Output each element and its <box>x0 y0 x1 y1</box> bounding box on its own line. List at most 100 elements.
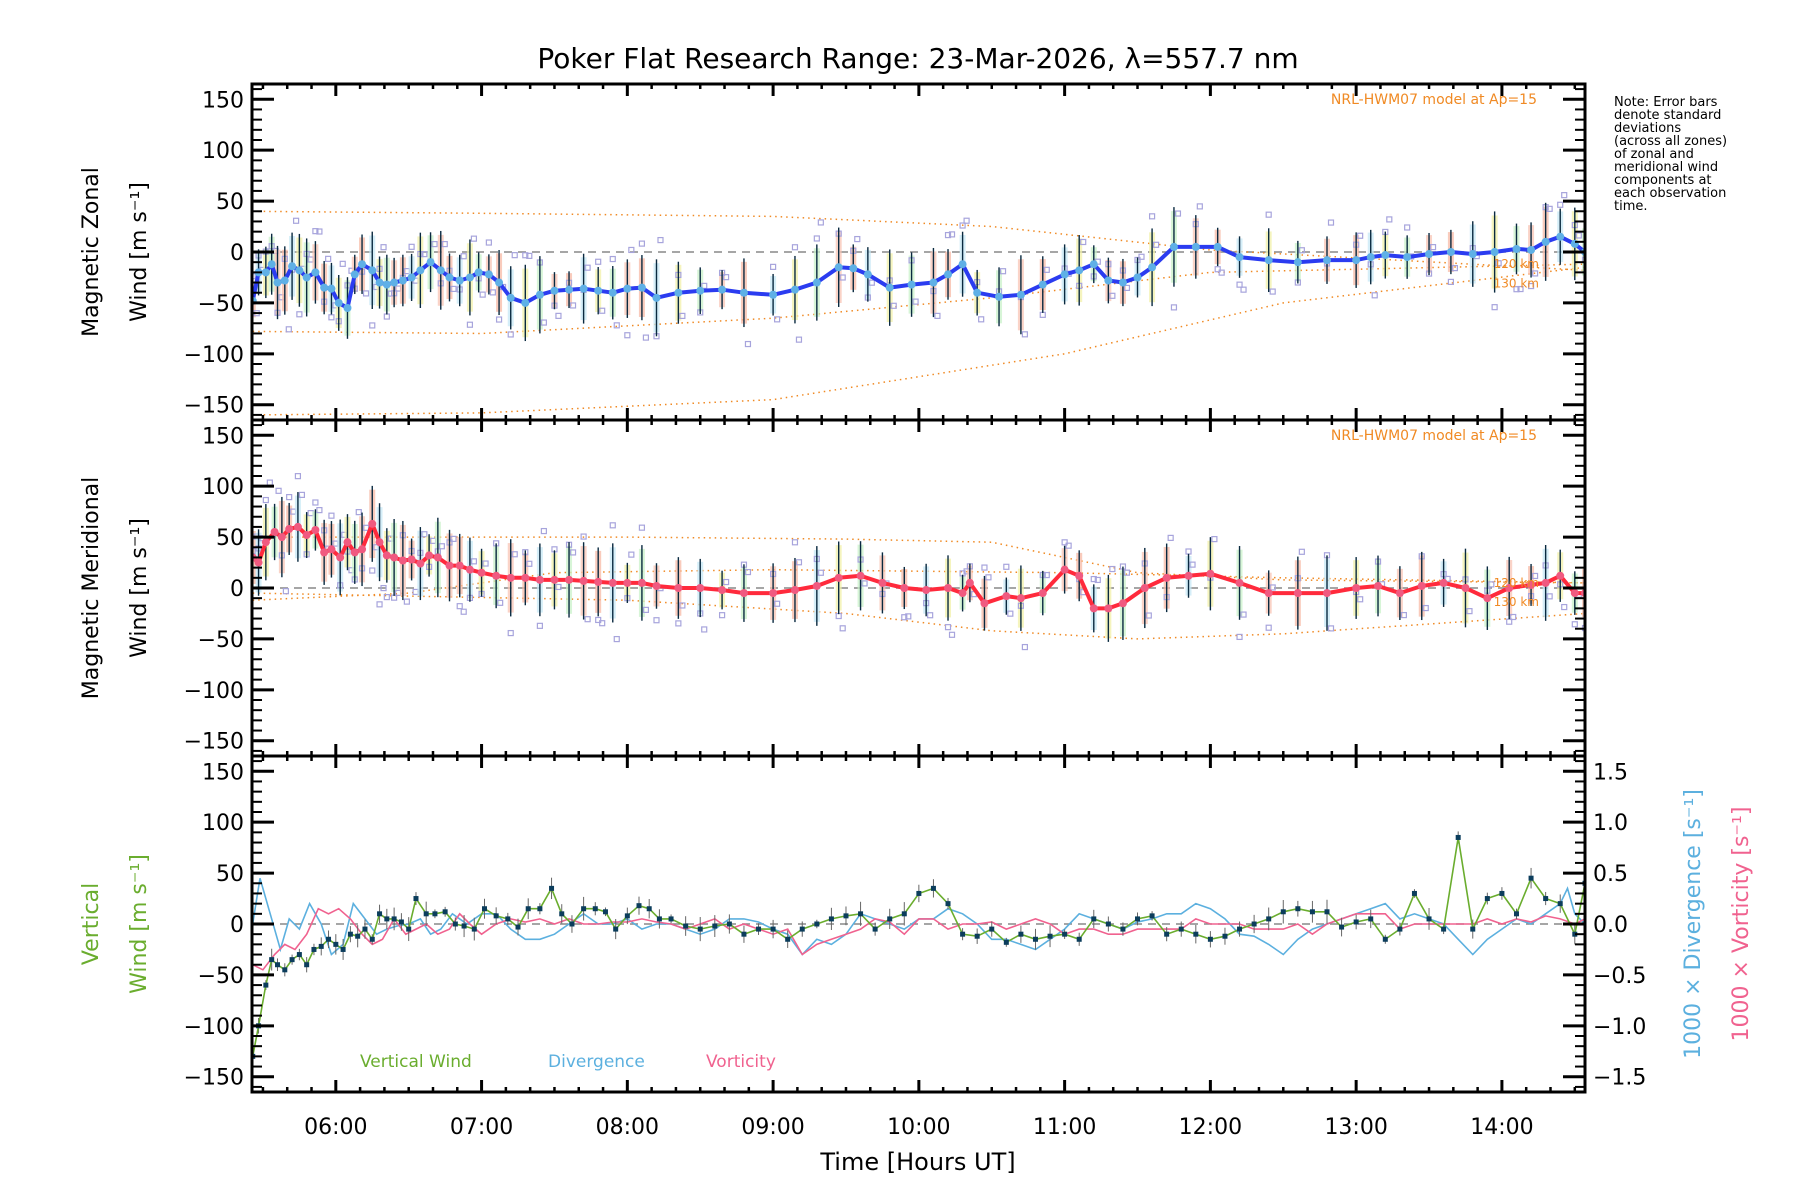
y-axis-label-line1: Magnetic Meridional <box>79 477 104 699</box>
vertical-wind-point <box>828 916 834 922</box>
wind-data-point <box>311 268 320 277</box>
vertical-wind-point <box>887 916 893 922</box>
zone-marker <box>555 312 562 319</box>
zone-marker <box>1170 304 1178 311</box>
zone-marker <box>1581 256 1585 263</box>
zone-marker <box>1269 288 1276 295</box>
x-tick-label: 10:00 <box>887 1115 950 1140</box>
wind-data-point <box>350 270 359 279</box>
wind-data-point <box>390 278 399 287</box>
x-tick-label: 08:00 <box>596 1115 659 1140</box>
vertical-wind-point <box>296 952 302 958</box>
right-tick-label: −1.5 <box>1593 1066 1646 1091</box>
zone-marker <box>981 564 988 571</box>
vertical-wind-point <box>1470 926 1476 932</box>
zone-marker <box>999 268 1007 275</box>
zone-marker <box>1196 203 1203 210</box>
zone-marker <box>795 336 803 343</box>
zone-marker <box>701 626 708 633</box>
vertical-wind-point <box>1441 926 1447 932</box>
zone-marker <box>653 617 660 624</box>
zone-marker <box>584 616 591 623</box>
zone-marker <box>580 533 587 540</box>
zone-marker <box>638 524 646 531</box>
zone-marker <box>905 613 912 620</box>
vertical-wind-point <box>398 919 404 925</box>
zone-marker <box>266 479 273 486</box>
vertical-wind-point <box>537 906 543 912</box>
zone-marker <box>912 298 919 305</box>
zone-marker <box>285 326 292 333</box>
wind-data-point <box>623 578 632 587</box>
wind-data-point <box>285 524 294 533</box>
vertical-wind-point <box>1368 916 1374 922</box>
wind-data-point <box>1381 251 1390 260</box>
error-bar-note: Note: Error bars denote standard deviati… <box>1614 95 1728 214</box>
altitude-label: 120 km <box>1494 257 1539 271</box>
zone-marker <box>854 235 861 243</box>
zone-marker <box>362 290 370 297</box>
wind-data-point <box>261 268 270 277</box>
wind-data-point <box>965 578 974 587</box>
vertical-wind-point <box>1047 933 1053 939</box>
zone-marker <box>489 289 496 296</box>
zone-marker <box>1357 232 1364 239</box>
zone-marker <box>1444 575 1451 583</box>
zone-marker <box>1400 611 1407 619</box>
wind-data-point <box>1323 589 1331 598</box>
wind-data-point <box>368 266 377 275</box>
wind-data-point <box>267 260 276 269</box>
vertical-wind-point <box>263 982 269 988</box>
wind-data-point <box>484 270 493 279</box>
zone-marker <box>1531 572 1539 580</box>
x-tick-label: 14:00 <box>1470 1115 1533 1140</box>
vertical-wind-point <box>1135 916 1141 922</box>
wind-data-point <box>1038 280 1047 289</box>
wind-data-point <box>1512 244 1521 253</box>
y-tick-label: 100 <box>202 811 244 836</box>
zone-marker <box>791 244 799 251</box>
vertical-wind-point <box>452 921 458 927</box>
zone-marker <box>978 316 985 323</box>
vertical-wind-point <box>304 962 310 968</box>
zone-marker <box>948 231 956 238</box>
zone-marker <box>355 509 362 516</box>
zone-marker <box>1451 265 1458 272</box>
y-axis-label-line1: Magnetic Zonal <box>79 167 104 337</box>
zone-marker <box>262 496 269 504</box>
vertical-wind-point <box>1324 909 1330 915</box>
vertical-wind-point <box>930 885 936 891</box>
y-tick-label: −50 <box>198 628 244 653</box>
wind-data-point <box>856 571 865 580</box>
y-tick-label: −150 <box>184 1066 244 1091</box>
vertical-wind-point <box>613 926 619 932</box>
zone-marker <box>1371 292 1378 299</box>
zone-marker <box>431 241 438 248</box>
vertical-wind-point <box>1062 931 1068 937</box>
vertical-wind-point <box>505 916 511 922</box>
wind-data-point <box>958 589 967 598</box>
wind-data-point <box>696 584 705 592</box>
vertical-wind-point <box>843 913 849 919</box>
wind-data-point <box>320 548 329 557</box>
zone-marker <box>507 331 514 338</box>
wind-data-point <box>327 545 336 554</box>
zone-marker <box>507 629 514 637</box>
zone-marker <box>298 491 306 498</box>
wind-data-point <box>980 599 989 608</box>
wind-data-point <box>343 538 352 547</box>
vertical-wind-point <box>340 946 346 952</box>
y-tick-label: 150 <box>202 88 244 113</box>
y-tick-label: −100 <box>184 679 244 704</box>
wind-data-point <box>1060 565 1069 574</box>
zone-marker <box>624 332 631 339</box>
wind-data-point <box>358 545 367 554</box>
vertical-wind-point <box>1237 926 1243 932</box>
plot-area: 120 km 130 km <box>252 192 1585 416</box>
wind-data-point <box>474 268 483 277</box>
altitude-label: 130 km <box>1494 595 1539 609</box>
vertical-wind-point <box>1513 911 1519 917</box>
divergence-axis-label: 1000 × Divergence [s⁻¹] <box>1681 789 1706 1059</box>
vertical-wind-point <box>1178 926 1184 932</box>
zone-marker <box>1298 548 1305 555</box>
